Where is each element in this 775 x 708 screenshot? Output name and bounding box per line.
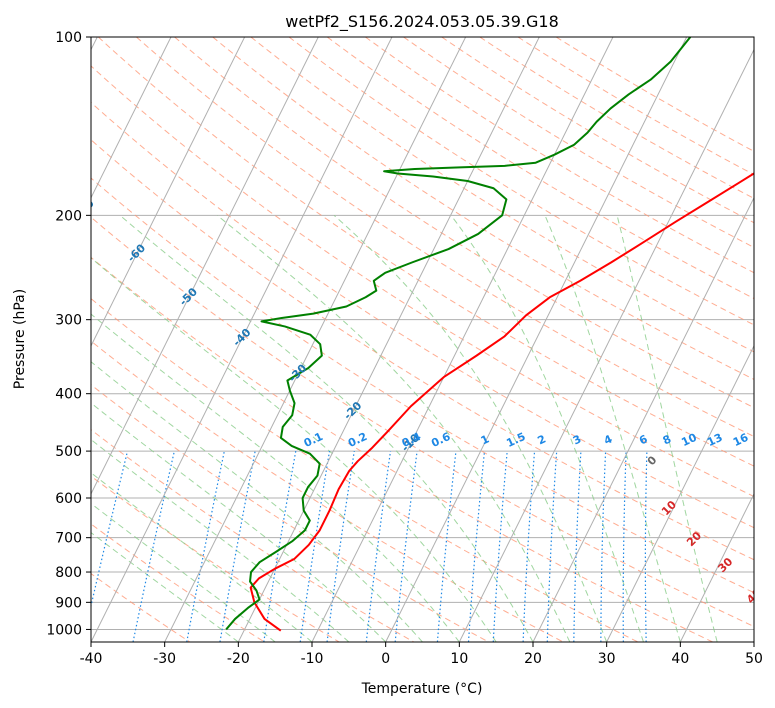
axes: -40 -30 -20 -10 0 10 20 30 40 50 100 200 300 400 500 60…: [46, 30, 763, 667]
y-tick-label: 300: [55, 313, 82, 329]
mixing-ratio-line: [436, 451, 457, 642]
x-tick-label: -20: [227, 651, 250, 667]
chart-title: wetPf2_S156.2024.053.05.39.G18: [285, 12, 559, 32]
x-tick-label: 40: [671, 651, 689, 667]
moist-adiabat-line: [91, 361, 423, 642]
isotherm-line: [532, 196, 754, 642]
moist-adiabat-line: [91, 531, 239, 642]
moist-adiabat-line: [544, 215, 681, 642]
mixing-ratio-line: [91, 450, 129, 609]
isotherm-line: [385, 37, 688, 642]
y-tick-label: 700: [55, 531, 82, 547]
dry-adiabat-line: [403, 37, 754, 249]
x-tick-label: -10: [301, 651, 324, 667]
y-axis-title: Pressure (hPa): [12, 289, 28, 389]
moist-adiabat-line: [119, 214, 534, 642]
isotherm-line: [91, 37, 393, 642]
mixing-ratio-line: [394, 451, 418, 642]
moist-adiabat-line: [91, 402, 387, 642]
mixing-ratio-line: [365, 451, 392, 642]
y-tick-label: 900: [55, 595, 82, 611]
moist-adiabat-line: [91, 313, 460, 642]
isotherm-line: [91, 37, 172, 199]
dry-adiabat-line: [365, 37, 754, 274]
x-tick-label: 10: [450, 651, 468, 667]
mixing-ratio-line: [132, 450, 175, 642]
mixing-ratio-lines: [91, 450, 648, 642]
x-tick-label: 0: [381, 651, 390, 667]
isotherm-line: [91, 37, 246, 347]
mixing-ratio-label: 16: [731, 431, 751, 449]
isotherm-line: [237, 37, 540, 642]
x-tick-label: -30: [153, 651, 176, 667]
isotherm-line: [91, 37, 319, 496]
mixing-ratio-line: [326, 451, 355, 642]
dry-adiabats: [91, 37, 754, 642]
dry-adiabat-line: [479, 37, 754, 200]
isotherm-line: [679, 492, 754, 642]
y-tick-label: 800: [55, 565, 82, 581]
moist-adiabat-line: [91, 502, 276, 642]
x-tick-label: 50: [745, 651, 763, 667]
y-tick-label: 600: [55, 491, 82, 507]
isotherm-label: -70: [74, 197, 97, 220]
plot-frame: [90, 36, 755, 643]
y-tick-label: 100: [55, 30, 82, 46]
dry-adiabat-line: [555, 37, 754, 152]
dry-adiabat-line: [174, 37, 754, 409]
isotherm-line: [311, 37, 614, 642]
y-tick-label: 400: [55, 387, 82, 403]
moist-adiabat-line: [333, 214, 608, 642]
x-axis-title: Temperature (°C): [361, 681, 483, 697]
isotherm-line: [458, 48, 754, 642]
y-tick-label: 200: [55, 208, 82, 224]
dry-adiabat-line: [91, 139, 754, 561]
moist-adiabat-label: 40: [744, 586, 764, 606]
mixing-ratio-label: 13: [705, 431, 724, 449]
y-tick-label: 500: [55, 444, 82, 460]
dry-adiabat-line: [91, 298, 639, 642]
dry-adiabat-line: [212, 37, 754, 380]
temperature-line: [249, 172, 754, 632]
dry-adiabat-line: [91, 256, 713, 642]
dry-adiabat-line: [288, 37, 754, 326]
dry-adiabat-line: [91, 101, 754, 529]
isotherms: [91, 37, 754, 642]
dewpoint-line: [225, 37, 692, 631]
isotherm-line: [606, 344, 754, 642]
profile-series: [225, 37, 754, 632]
mixing-ratio-label: 10: [679, 431, 699, 449]
x-tick-label: -40: [80, 651, 103, 667]
y-tick-label: 1000: [46, 622, 82, 638]
dry-adiabat-line: [97, 37, 754, 467]
moist-adiabat-line: [450, 215, 644, 642]
mixing-ratio-line: [299, 451, 331, 642]
x-tick-label: 30: [598, 651, 616, 667]
x-tick-label: 20: [524, 651, 542, 667]
mixing-ratio-line: [467, 451, 486, 642]
grid-lines: [91, 37, 754, 630]
moist-adiabat-line: [91, 438, 350, 642]
